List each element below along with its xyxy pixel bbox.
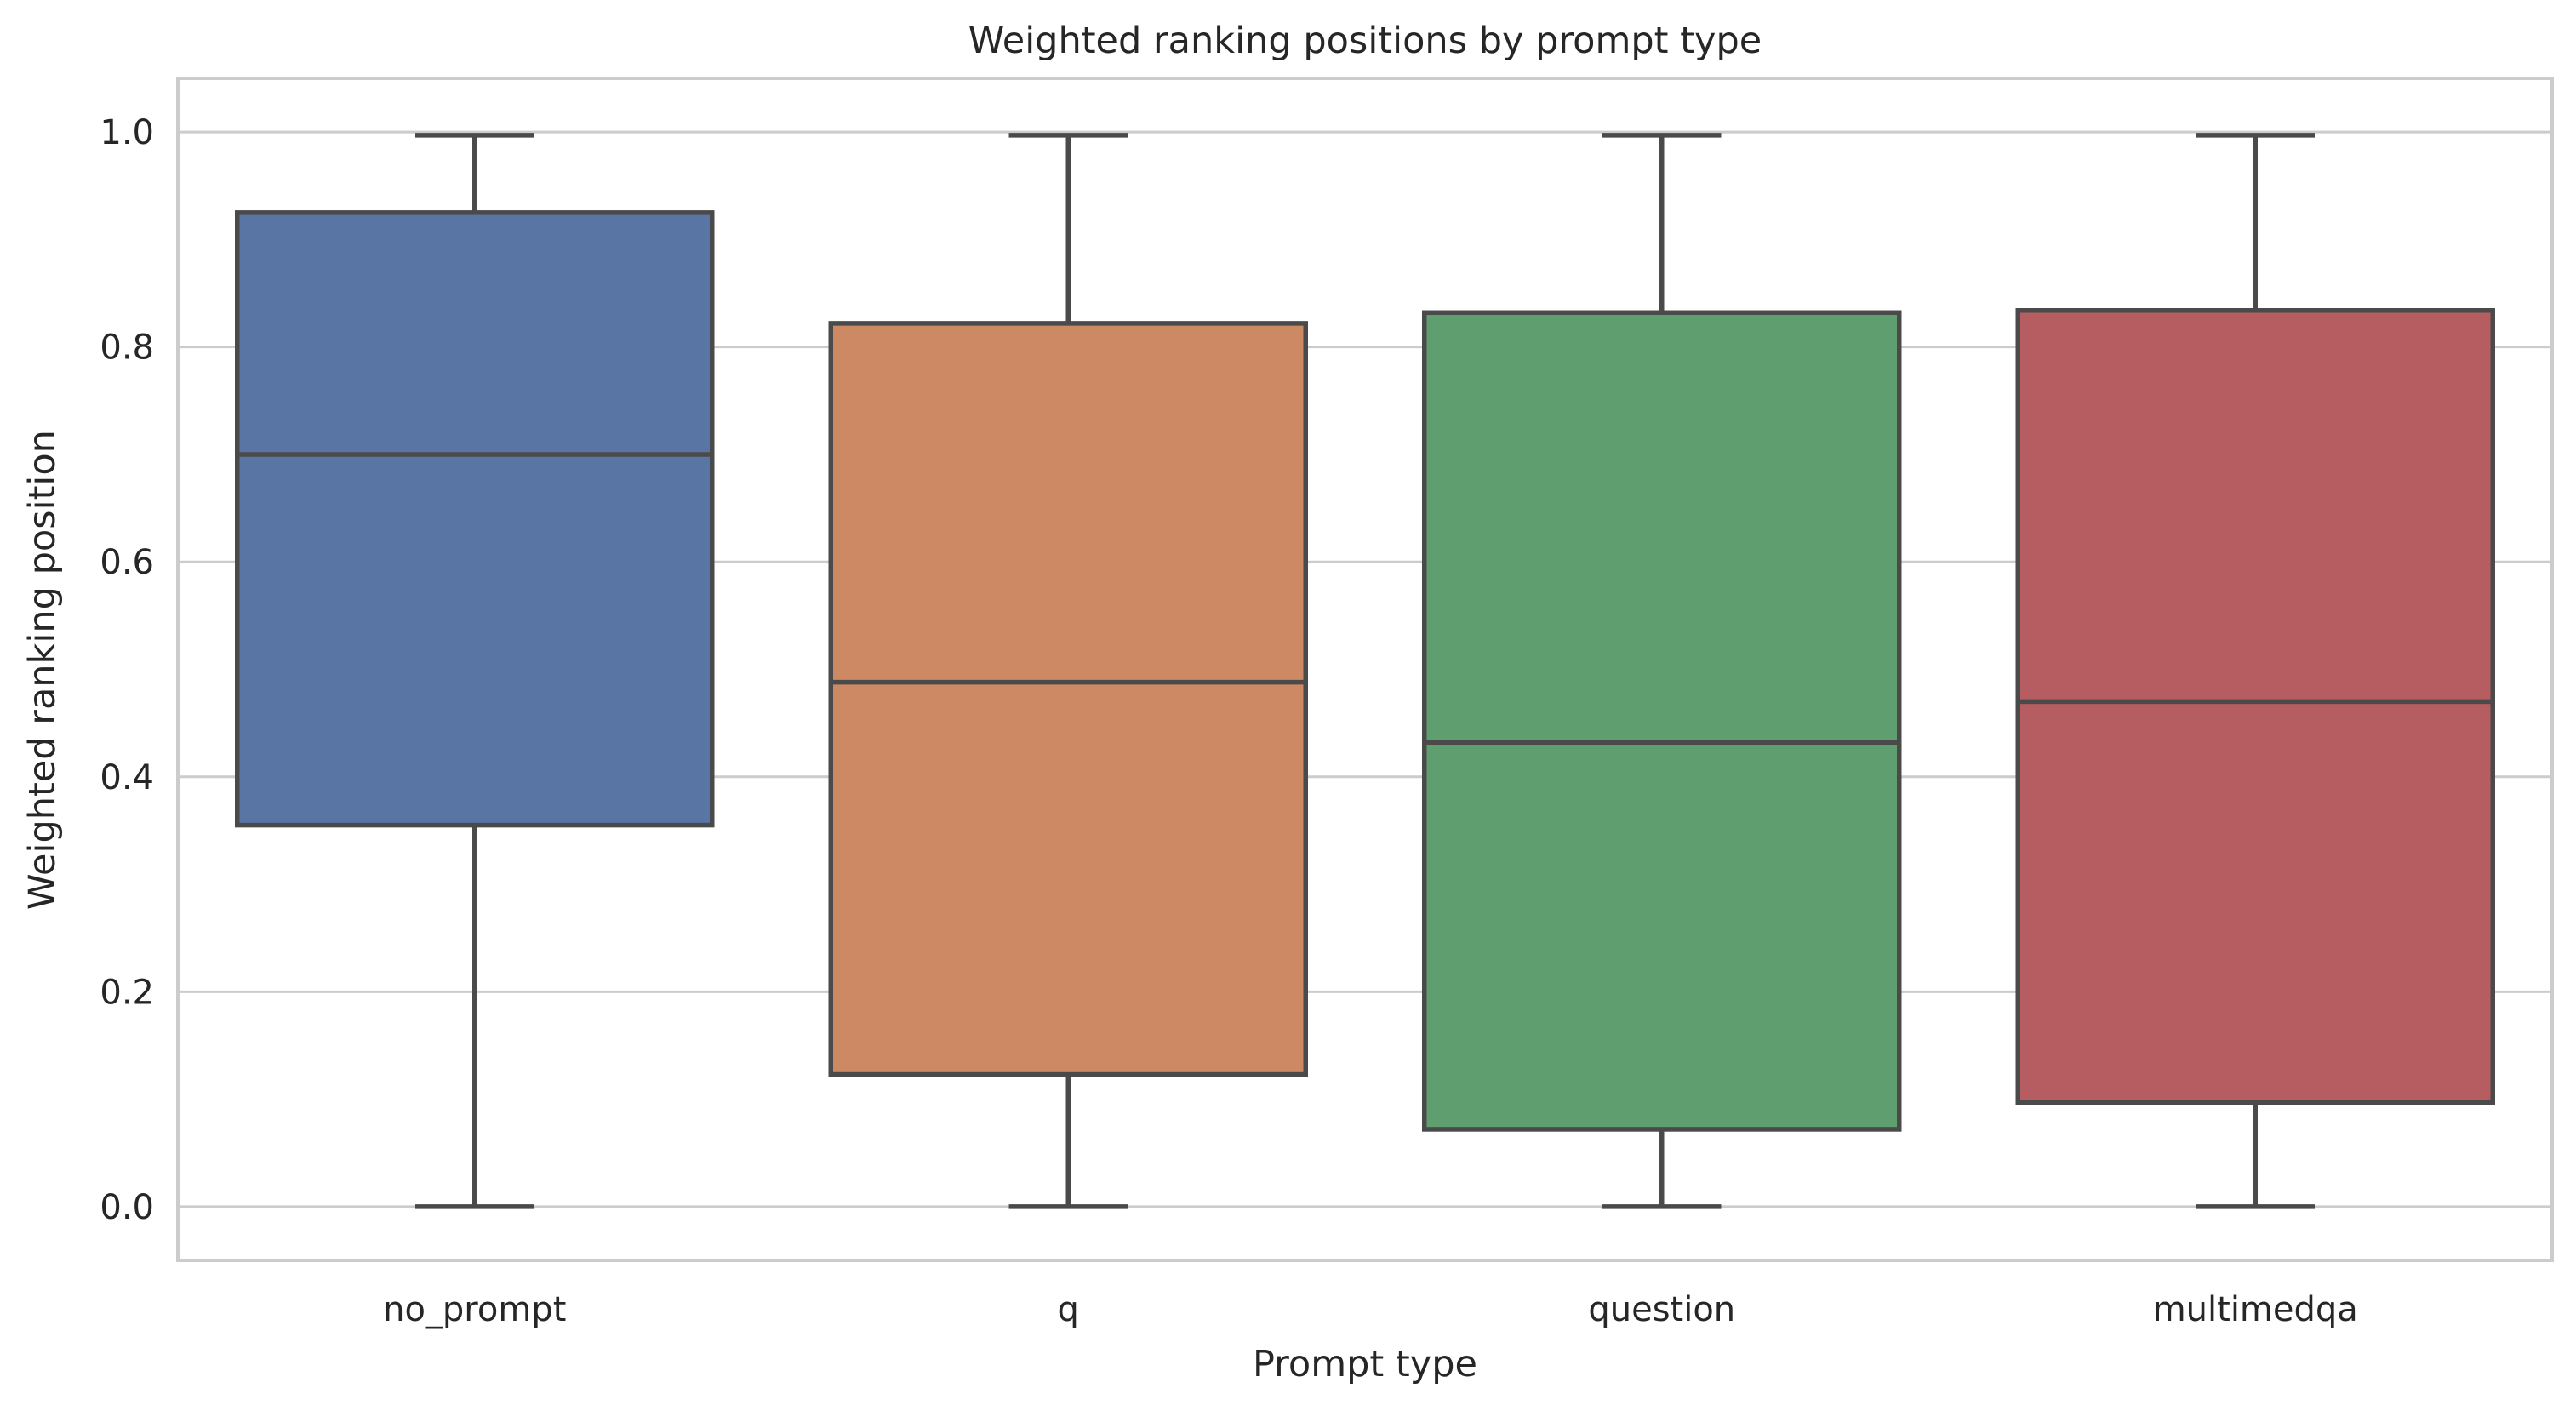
- box-question: [1422, 133, 1902, 1209]
- iqr-box: [2015, 307, 2495, 1105]
- y-tick-label: 0.6: [100, 543, 154, 582]
- iqr-box: [235, 210, 715, 828]
- y-tick-label: 1.0: [100, 113, 154, 152]
- y-tick-labels: 0.0 0.2 0.4 0.6 0.8 1.0: [100, 113, 154, 1227]
- plot-frame: [176, 77, 2554, 1262]
- y-tick-label: 0.2: [100, 973, 154, 1012]
- iqr-box: [1422, 310, 1902, 1132]
- iqr-box: [828, 321, 1308, 1077]
- box-series: [235, 133, 2495, 1209]
- x-axis-label: Prompt type: [1253, 1343, 1477, 1385]
- chart-title: Weighted ranking positions by prompt typ…: [968, 20, 1762, 62]
- y-axis-label: Weighted ranking position: [21, 430, 64, 910]
- box-no_prompt: [235, 133, 715, 1209]
- x-tick-label: question: [1588, 1290, 1735, 1329]
- box-multimedqa: [2015, 133, 2495, 1209]
- y-tick-label: 0.8: [100, 328, 154, 368]
- y-tick-label: 0.4: [100, 758, 154, 797]
- x-tick-label: q: [1058, 1290, 1079, 1329]
- box-q: [828, 133, 1308, 1209]
- y-tick-label: 0.0: [100, 1188, 154, 1227]
- x-tick-labels: no_prompt q question multimedqa: [383, 1290, 2358, 1329]
- x-tick-label: no_prompt: [383, 1290, 566, 1329]
- x-tick-label: multimedqa: [2153, 1290, 2358, 1329]
